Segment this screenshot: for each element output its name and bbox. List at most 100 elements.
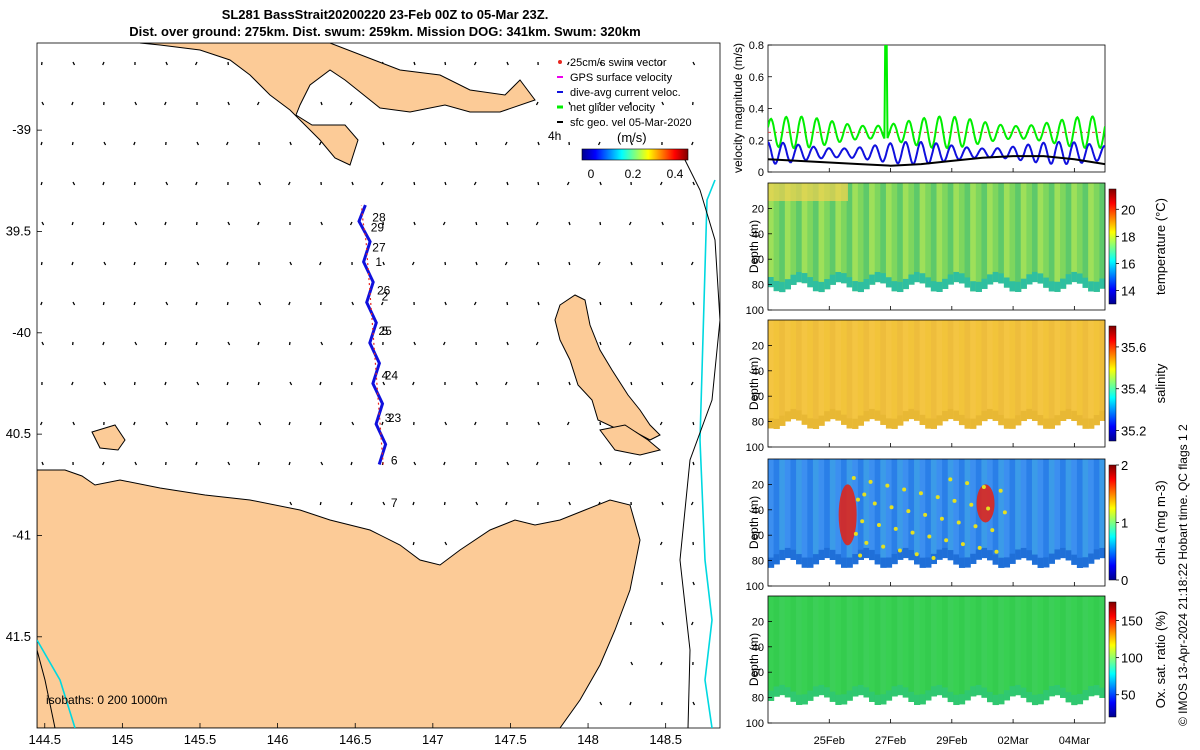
swim-vector-track xyxy=(360,205,384,465)
map-xtick-label: 145 xyxy=(112,732,134,747)
depth-tick-label: 20 xyxy=(752,616,764,628)
legend-gps-label: GPS surface velocity xyxy=(570,72,673,84)
colorbar-tick-label: 100 xyxy=(1121,651,1143,666)
depth-tick-label: 100 xyxy=(746,305,764,317)
king-island-region xyxy=(91,424,126,451)
time-tick-label: 29Feb xyxy=(936,735,967,747)
tasmania-north-coast xyxy=(37,469,641,728)
isobath-1000m-west xyxy=(37,639,76,728)
dive-avg-velocity-series xyxy=(768,140,1105,166)
isobath-200m-east xyxy=(679,149,720,728)
map-y-axis: -39 39.5 -40 40.5 -41 41.5 xyxy=(6,122,42,644)
velocity-ytick-label: 0 xyxy=(758,167,764,179)
day-label: 2 xyxy=(382,289,389,303)
isobath-200m-west xyxy=(37,649,56,728)
velocity-ytick-label: 0.2 xyxy=(749,135,764,147)
velocity-ylabel: velocity magnitude (m/s) xyxy=(731,43,745,173)
colorbar-tick-label: 50 xyxy=(1121,688,1135,703)
depth-tick-label: 100 xyxy=(746,718,764,730)
day-label: 29 xyxy=(371,220,385,234)
legend-item-net: net glider velocity xyxy=(557,102,655,114)
depth-ylabel: Depth (m) xyxy=(747,496,761,549)
depth-ylabel: Depth (m) xyxy=(747,220,761,273)
velocity-panel: 0 0.2 0.4 0.6 0.8 velocity magnitude (m/s) xyxy=(731,40,1106,179)
geo-velocity-series xyxy=(768,155,1105,167)
colorbar-tick-label: 20 xyxy=(1121,202,1135,217)
depth-panel-ox: 20 40 60 80 100 Depth (m) 50 100 150 Ox. sat. rat… xyxy=(746,595,1168,730)
depth-tick-label: 80 xyxy=(752,693,764,705)
colorbar-tick-label: 150 xyxy=(1121,614,1143,629)
map-legend: 25cm/s swim vector GPS surface velocity … xyxy=(548,57,692,181)
depth-tick-label: 40 xyxy=(752,229,764,241)
colorbar-tick-label: 35.6 xyxy=(1121,340,1146,355)
depth-tick-label: 40 xyxy=(752,505,764,517)
net-glider-velocity-series xyxy=(768,45,1105,150)
map-ytick-label: 39.5 xyxy=(6,223,31,238)
flinders-island xyxy=(554,294,661,441)
time-tick-label: 27Feb xyxy=(875,735,906,747)
map-xtick-label: 147.5 xyxy=(494,732,527,747)
depth-tick-label: 80 xyxy=(752,556,764,568)
colorbar-tick-label: 35.4 xyxy=(1121,382,1146,397)
depth-tick-label: 60 xyxy=(752,391,764,403)
depth-tick-label: 20 xyxy=(752,203,764,215)
figure-title-line2: Dist. over ground: 275km. Dist. swum: 25… xyxy=(129,24,641,39)
velocity-y-axis: 0 0.2 0.4 0.6 0.8 xyxy=(749,40,772,179)
day-label: 25 xyxy=(379,324,393,338)
depth-ylabel: Depth (m) xyxy=(747,357,761,410)
map-xtick-label: 146.5 xyxy=(339,732,372,747)
day-label: 7 xyxy=(391,496,398,510)
legend-item-gps: GPS surface velocity xyxy=(557,72,673,84)
legend-swim-label: 25cm/s swim vector xyxy=(570,57,667,69)
day-label: 27 xyxy=(372,241,386,255)
colorbar-tick-label: 14 xyxy=(1121,283,1135,298)
speed-colorbar xyxy=(581,148,689,161)
map-xtick-label: 145.5 xyxy=(184,732,217,747)
day-label: 6 xyxy=(391,454,398,468)
day-label: 26 xyxy=(377,283,391,297)
time-interval-label: 4h xyxy=(548,129,561,143)
legend-net-label: net glider velocity xyxy=(570,102,655,114)
map-ytick-label: 40.5 xyxy=(6,426,31,441)
day-label: 24 xyxy=(385,368,399,382)
map-ytick-label: -40 xyxy=(12,325,31,340)
colorbar-tick-0: 0 xyxy=(588,167,595,181)
day-label: 5 xyxy=(382,324,389,338)
depth-panel-salinity: 20 40 60 80 100 Depth (m) 35.2 35.4 35.6 salinity xyxy=(746,319,1168,454)
map-xtick-label: 146 xyxy=(267,732,289,747)
section-colorbar xyxy=(1108,325,1117,442)
map-ytick-label: -41 xyxy=(12,527,31,542)
day-label: 4 xyxy=(382,368,389,382)
colorbar-label: Ox. sat. ratio (%) xyxy=(1153,611,1168,709)
colorbar-tick-label: 2 xyxy=(1121,458,1128,473)
depth-tick-label: 80 xyxy=(752,280,764,292)
day-label: 28 xyxy=(372,210,386,224)
colorbar-unit-label: (m/s) xyxy=(617,130,647,145)
day-label: 1 xyxy=(375,255,382,269)
imos-credit: © IMOS 13-Apr-2024 21:18:22 Hobart time.… xyxy=(1176,424,1190,726)
depth-tick-label: 100 xyxy=(746,442,764,454)
figure-title-line1: SL281 BassStrait20200220 23-Feb 00Z to 0… xyxy=(221,7,549,22)
map-xtick-label: 148 xyxy=(577,732,599,747)
section-colorbar xyxy=(1108,601,1117,718)
colorbar-tick-label: 35.2 xyxy=(1121,424,1146,439)
velocity-ytick-label: 0.8 xyxy=(749,40,764,52)
legend-item-swim: 25cm/s swim vector xyxy=(558,57,667,69)
colorbar-label: salinity xyxy=(1153,363,1168,403)
colorbar-tick-label: 1 xyxy=(1121,516,1128,531)
day-label: 3 xyxy=(385,411,392,425)
map-xtick-label: 147 xyxy=(422,732,444,747)
time-tick-label: 04Mar xyxy=(1059,735,1091,747)
time-axis: 25Feb 27Feb 29Feb 02Mar 04Mar xyxy=(814,168,1091,747)
depth-panel-chl-a: 20 40 60 80 100 Depth (m) 0 1 2 chl-a (mg m-3) xyxy=(746,458,1168,593)
section-colorbar xyxy=(1108,188,1117,305)
velocity-ytick-label: 0.6 xyxy=(749,72,764,84)
legend-item-dive: dive-avg current veloc. xyxy=(557,87,681,99)
mainland-victoria-coast xyxy=(139,43,536,166)
depth-tick-label: 20 xyxy=(752,340,764,352)
velocity-ytick-label: 0.4 xyxy=(749,104,764,116)
depth-tick-label: 20 xyxy=(752,479,764,491)
depth-tick-label: 40 xyxy=(752,642,764,654)
